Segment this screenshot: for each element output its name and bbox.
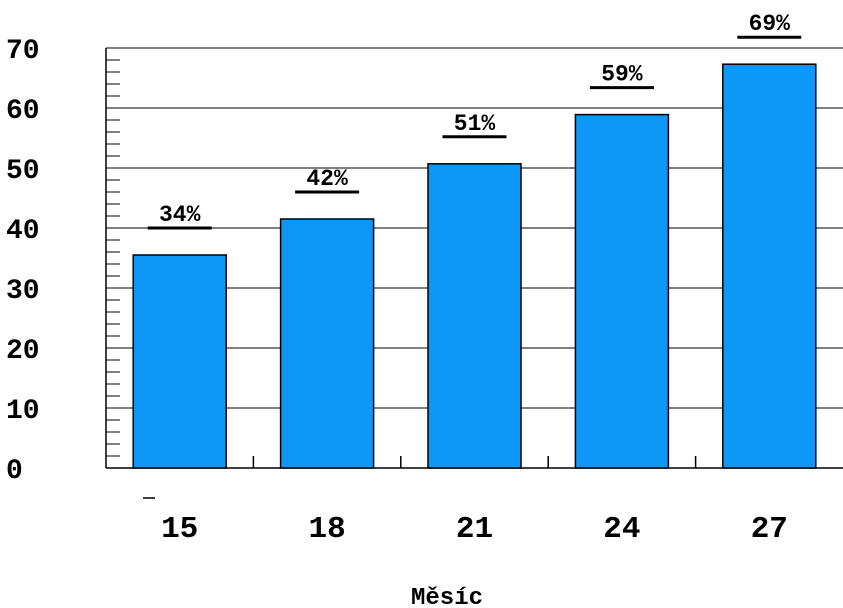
y-tick-label: 50	[6, 156, 40, 187]
bar	[574, 113, 670, 469]
x-tick-label: 21	[456, 512, 493, 547]
bar	[427, 163, 522, 469]
x-tick-label: 15	[161, 512, 198, 547]
y-tick-label: 60	[6, 96, 40, 127]
y-minor-ticks	[106, 59, 120, 457]
bars	[132, 63, 817, 469]
data-label: 69%	[749, 11, 791, 37]
x-tick-label: 27	[751, 512, 788, 547]
data-label: 59%	[601, 62, 643, 88]
data-label: 34%	[159, 202, 201, 228]
x-tick-marks	[252, 456, 697, 468]
data-label: 51%	[454, 111, 496, 137]
bar	[722, 63, 817, 469]
x-tick-labels: 15 18 21 24 27	[161, 512, 788, 547]
x-axis-title: Měsíc	[411, 585, 483, 608]
y-tick-label: 10	[6, 396, 40, 427]
x-tick-label: 18	[308, 512, 345, 547]
y-tick-label: 70	[6, 36, 40, 67]
bar	[279, 218, 375, 469]
x-tick-label: 24	[603, 512, 640, 547]
y-tick-label: 30	[6, 276, 40, 307]
data-label: 42%	[306, 166, 348, 192]
y-tick-labels: 0 10 20 30 40 50 60 70	[6, 36, 40, 487]
y-tick-label: 0	[6, 456, 23, 487]
data-labels: 34% 42% 51% 59% 69%	[147, 11, 802, 230]
bar	[132, 254, 227, 469]
y-tick-label: 40	[6, 216, 40, 247]
y-tick-label: 20	[6, 336, 40, 367]
